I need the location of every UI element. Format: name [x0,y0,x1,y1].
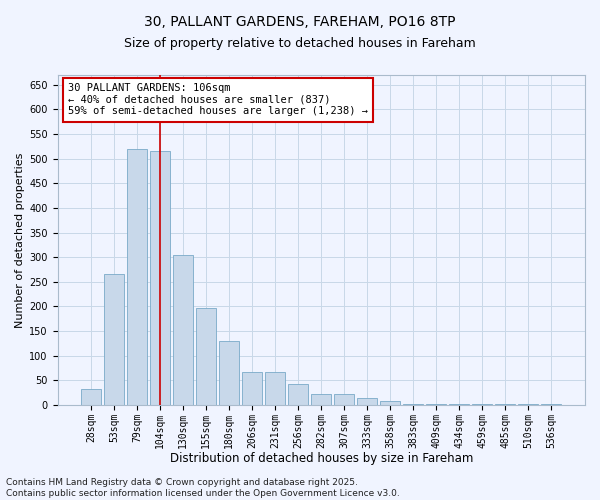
Bar [104,274,124,405]
Bar [334,394,354,405]
Bar [449,404,469,405]
Bar [358,398,377,405]
Text: Size of property relative to detached houses in Fareham: Size of property relative to detached ho… [124,38,476,51]
Bar [311,394,331,405]
Bar [220,341,239,405]
Bar [82,389,101,405]
Text: 30, PALLANT GARDENS, FAREHAM, PO16 8TP: 30, PALLANT GARDENS, FAREHAM, PO16 8TP [144,15,456,29]
Bar [242,372,262,405]
Bar [127,149,147,405]
Bar [151,152,170,405]
Bar [289,384,308,405]
Bar [196,308,216,405]
Bar [427,404,446,405]
X-axis label: Distribution of detached houses by size in Fareham: Distribution of detached houses by size … [170,452,473,465]
Text: Contains HM Land Registry data © Crown copyright and database right 2025.
Contai: Contains HM Land Registry data © Crown c… [6,478,400,498]
Bar [265,372,285,405]
Bar [380,401,400,405]
Bar [173,254,193,405]
Y-axis label: Number of detached properties: Number of detached properties [15,152,25,328]
Bar [403,404,423,405]
Text: 30 PALLANT GARDENS: 106sqm
← 40% of detached houses are smaller (837)
59% of sem: 30 PALLANT GARDENS: 106sqm ← 40% of deta… [68,83,368,116]
